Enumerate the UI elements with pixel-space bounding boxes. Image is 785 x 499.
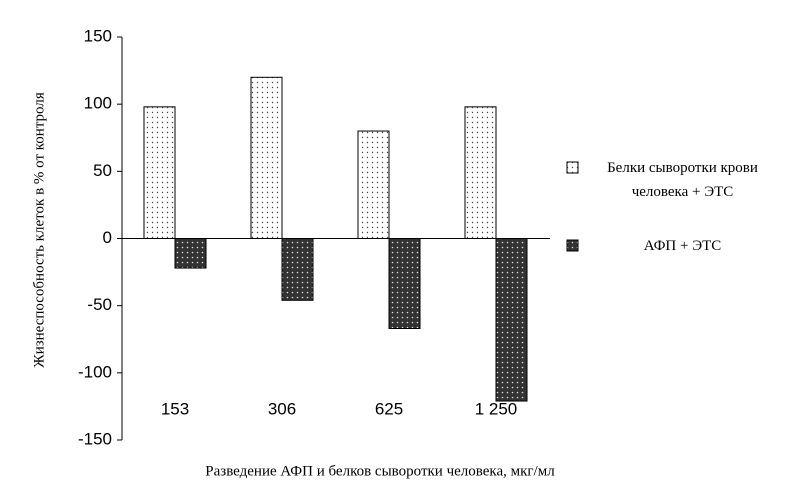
y-tick-label: 50: [93, 161, 112, 180]
y-tick-label: 100: [84, 94, 112, 113]
legend-label: Белки сыворотки крови человека + ЭТС: [607, 160, 758, 200]
x-tick-label: 153: [161, 399, 189, 418]
x-axis-title: Разведение АФП и белков сыворотки челове…: [205, 463, 555, 479]
bar: [281, 238, 314, 301]
y-tick-label: -50: [87, 295, 112, 314]
y-tick-label: -100: [78, 362, 112, 381]
y-axis-title: Жизнеспособность клеток в % от контроля: [31, 92, 47, 368]
legend-swatch: [566, 239, 579, 252]
bar: [464, 106, 497, 239]
x-tick-label: 1 250: [475, 399, 518, 418]
bar: [250, 76, 283, 239]
bar: [495, 238, 528, 402]
x-tick-label: 625: [375, 399, 403, 418]
legend-label: АФП + ЭТС: [643, 238, 722, 254]
bar: [388, 238, 421, 330]
y-tick-label: 150: [84, 26, 112, 45]
legend-swatch: [566, 161, 579, 174]
bar: [174, 238, 207, 269]
bar: [143, 106, 176, 239]
x-tick-label: 306: [268, 399, 296, 418]
bar: [357, 130, 390, 240]
y-tick-label: -150: [78, 429, 112, 448]
y-tick-label: 0: [103, 228, 112, 247]
